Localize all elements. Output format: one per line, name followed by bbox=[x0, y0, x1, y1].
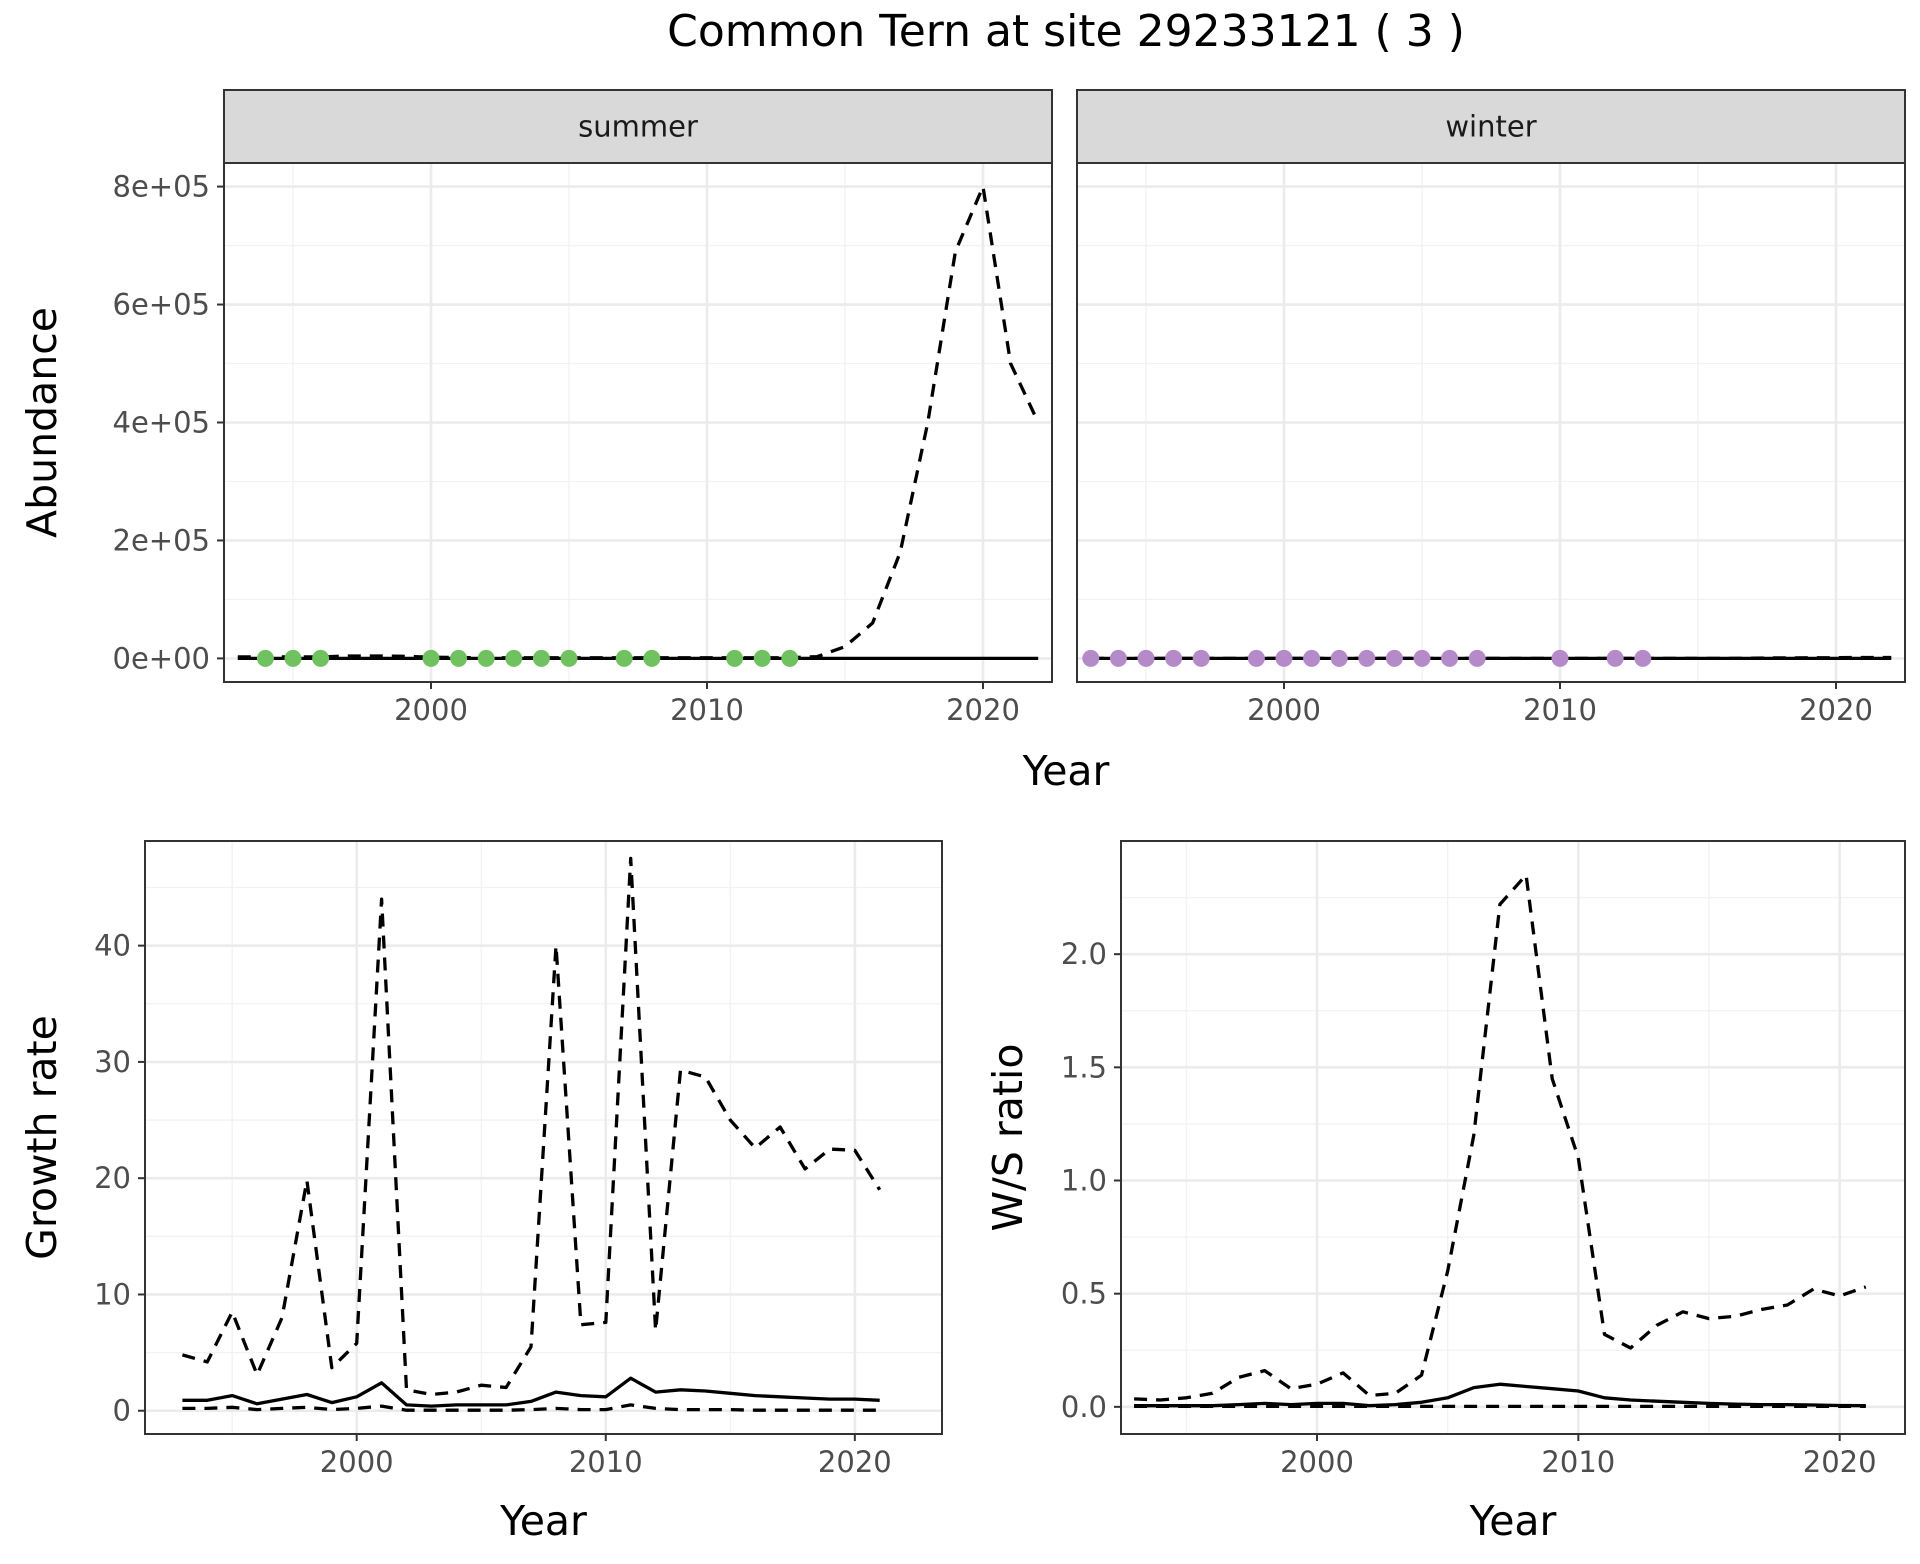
y-tick-label: 0e+00 bbox=[113, 641, 211, 675]
data-point bbox=[450, 649, 468, 667]
panel-winter: winter 2000 2010 2020 bbox=[1076, 89, 1906, 727]
gridlines bbox=[224, 163, 1052, 682]
y-tick-label: 4e+05 bbox=[113, 406, 211, 440]
y-axis-title: Growth rate bbox=[18, 1015, 66, 1260]
data-point bbox=[256, 649, 274, 667]
data-point bbox=[753, 649, 771, 667]
data-point bbox=[1192, 649, 1210, 667]
facet-strip-label: summer bbox=[578, 110, 698, 144]
data-point bbox=[1551, 649, 1569, 667]
data-point bbox=[312, 649, 330, 667]
data-point bbox=[1330, 649, 1348, 667]
data-point bbox=[1385, 649, 1403, 667]
y-tick-label: 2.0 bbox=[1061, 937, 1107, 971]
data-point bbox=[1441, 649, 1459, 667]
data-point bbox=[1303, 649, 1321, 667]
series-line-dashed-3 bbox=[182, 1403, 880, 1412]
series-line-solid-1 bbox=[1134, 1382, 1866, 1408]
data-point bbox=[643, 649, 661, 667]
y-tick-label: 40 bbox=[94, 929, 131, 963]
y-tick-label: 1.0 bbox=[1061, 1164, 1107, 1198]
x-tick-label: 2000 bbox=[1280, 1445, 1354, 1479]
series-line-dashed-2 bbox=[1134, 873, 1867, 1402]
data-point bbox=[726, 649, 744, 667]
data-point bbox=[532, 649, 550, 667]
facet-strip bbox=[223, 89, 1053, 164]
x-axis-title: Year bbox=[499, 1497, 587, 1545]
data-point bbox=[1165, 649, 1183, 667]
x-tick-label: 2020 bbox=[946, 693, 1020, 727]
y-tick-label: 0.5 bbox=[1061, 1277, 1107, 1311]
plot-title: Common Tern at site 29233121 ( 3 ) bbox=[667, 6, 1465, 57]
data-point bbox=[1634, 649, 1652, 667]
series-line-dashed-2 bbox=[181, 856, 882, 1397]
panel-growth: 2000 2010 2020 0 10 20 30 40 Growth rate Year bbox=[18, 840, 943, 1545]
panel-summer: summer 2000 2010 2020 0e+00 2e+05 4e+05 6e+05 8e… bbox=[18, 89, 1053, 727]
y-tick-label: 0 bbox=[113, 1394, 131, 1428]
panel-border bbox=[1120, 840, 1906, 1435]
data-point bbox=[505, 649, 523, 667]
x-tick-label: 2010 bbox=[1541, 1445, 1615, 1479]
data-point bbox=[1137, 649, 1155, 667]
y-tick-label: 20 bbox=[94, 1161, 131, 1195]
facet-strip-label: winter bbox=[1445, 110, 1536, 144]
data-point bbox=[781, 649, 799, 667]
top-x-axis-title: Year bbox=[1022, 747, 1110, 795]
data-point bbox=[1468, 649, 1486, 667]
x-tick-label: 2000 bbox=[1247, 693, 1321, 727]
y-tick-label: 8e+05 bbox=[113, 170, 211, 204]
gridlines bbox=[1077, 163, 1905, 682]
y-axis-title: Abundance bbox=[18, 307, 66, 538]
x-tick-label: 2020 bbox=[818, 1445, 892, 1479]
panel-ratio: 2000 2010 2020 0.0 0.5 1.0 1.5 2.0 W/S ratio Year bbox=[984, 840, 1906, 1545]
x-tick-label: 2010 bbox=[670, 693, 744, 727]
x-tick-label: 2010 bbox=[1523, 693, 1597, 727]
data-point bbox=[422, 649, 440, 667]
series-line-solid-1 bbox=[182, 1376, 880, 1408]
y-tick-label: 1.5 bbox=[1061, 1050, 1107, 1084]
data-point bbox=[1109, 649, 1127, 667]
y-tick-label: 30 bbox=[94, 1045, 131, 1079]
x-tick-label: 2010 bbox=[569, 1445, 643, 1479]
x-tick-label: 2020 bbox=[1799, 693, 1873, 727]
x-tick-label: 2000 bbox=[394, 693, 468, 727]
series-line-dashed-2 bbox=[1090, 655, 1892, 661]
facet-strip bbox=[1076, 89, 1906, 164]
x-tick-label: 2020 bbox=[1803, 1445, 1877, 1479]
data-point bbox=[1247, 649, 1265, 667]
y-tick-label: 0.0 bbox=[1061, 1390, 1107, 1424]
data-point bbox=[1082, 649, 1100, 667]
x-axis-title: Year bbox=[1469, 1497, 1557, 1545]
data-point bbox=[284, 649, 302, 667]
y-tick-label: 10 bbox=[94, 1277, 131, 1311]
y-tick-label: 2e+05 bbox=[113, 523, 211, 557]
gridlines bbox=[145, 841, 942, 1434]
data-point bbox=[477, 649, 495, 667]
series-line-dashed-2 bbox=[237, 184, 1040, 660]
data-point bbox=[560, 649, 578, 667]
x-tick-label: 2000 bbox=[320, 1445, 394, 1479]
y-tick-label: 6e+05 bbox=[113, 288, 211, 322]
data-point bbox=[1275, 649, 1293, 667]
panel-border bbox=[144, 840, 943, 1435]
panel-background bbox=[1121, 841, 1905, 1434]
y-axis-title: W/S ratio bbox=[984, 1044, 1032, 1232]
data-point bbox=[1413, 649, 1431, 667]
data-point bbox=[1606, 649, 1624, 667]
panel-background bbox=[145, 841, 942, 1434]
data-point bbox=[1358, 649, 1376, 667]
data-point bbox=[615, 649, 633, 667]
